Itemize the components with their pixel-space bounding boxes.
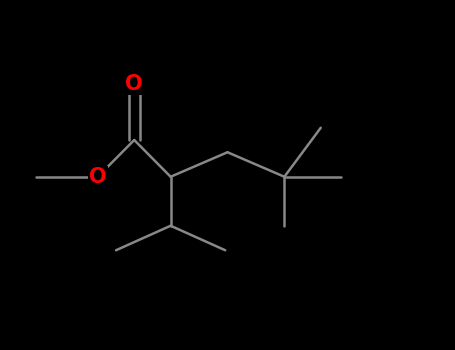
Text: O: O xyxy=(126,74,143,94)
Text: O: O xyxy=(89,167,106,187)
